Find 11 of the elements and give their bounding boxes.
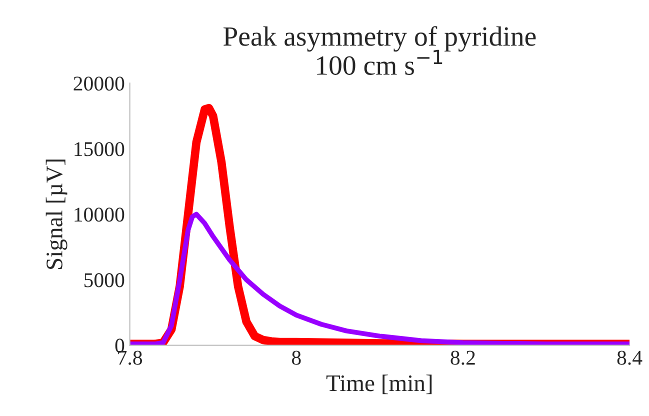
y-tick-label: 20000 <box>74 76 124 91</box>
x-tick-label: 8.2 <box>450 350 475 365</box>
y-tick-label: 15000 <box>74 142 124 156</box>
y-tick-label: 10000 <box>74 208 124 222</box>
x-axis-title: Time [min] <box>326 374 432 394</box>
y-axis-title: Signal [µV] <box>46 160 68 269</box>
x-tick-label: 8 <box>292 350 301 365</box>
x-tick-label: 7.8 <box>118 350 142 365</box>
x-tick-label: 8.4 <box>617 350 642 365</box>
y-tick-label: 5000 <box>84 273 124 288</box>
chart-title: Peak asymmetry of pyridine 100 cm s$^{−1}$ <box>223 26 536 75</box>
